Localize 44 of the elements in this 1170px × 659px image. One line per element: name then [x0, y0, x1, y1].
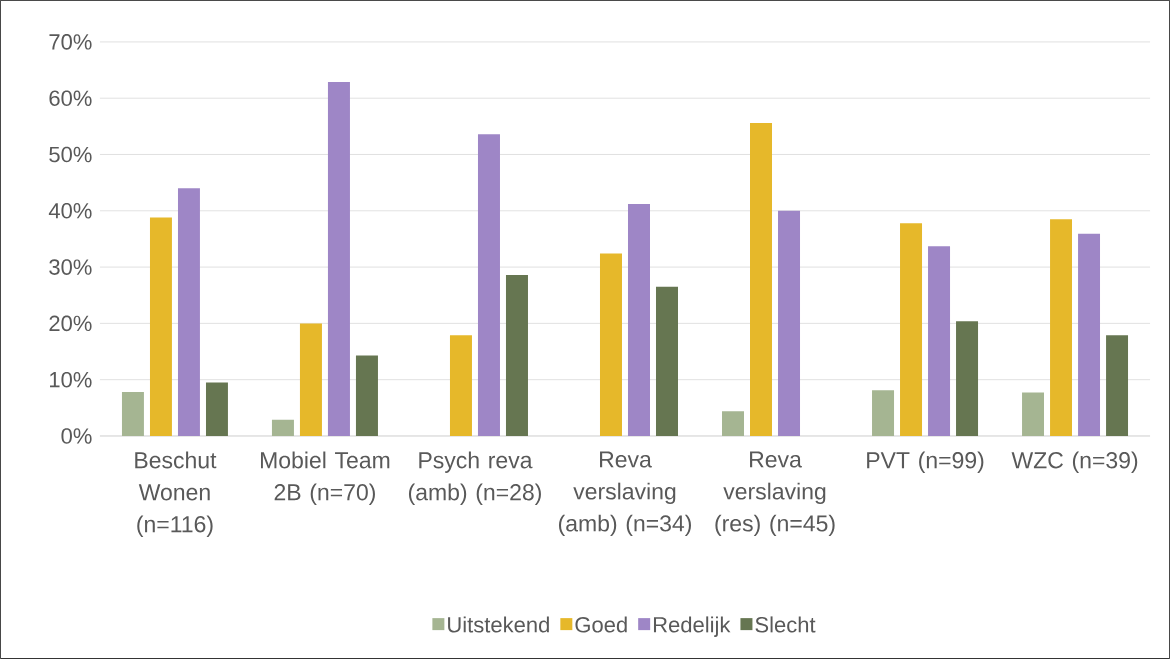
y-tick-label: 40% — [48, 203, 92, 219]
x-tick-label: WZC (n=39) — [1011, 451, 1138, 473]
bar — [956, 321, 979, 437]
legend-label: Goed — [575, 616, 627, 633]
y-tick-label: 0% — [61, 428, 92, 444]
bar — [900, 223, 923, 437]
bar — [477, 134, 500, 437]
x-tick-label: Psych reva (amb) (n=28) — [408, 451, 541, 505]
bar — [355, 355, 378, 437]
y-tick-label: 10% — [50, 371, 92, 388]
bar — [872, 390, 895, 437]
y-tick-label: 50% — [49, 146, 92, 163]
y-tick-label: 60% — [49, 90, 92, 107]
y-tick-label: 30% — [49, 259, 92, 275]
bar — [722, 411, 745, 437]
x-tick-label: Reva verslaving (amb) (n=34) — [558, 451, 691, 537]
x-tick-label: Reva verslaving (res) (n=45) — [715, 451, 835, 537]
x-tick-label: Beschut Wonen (n=116) — [135, 451, 217, 537]
bar — [299, 323, 322, 437]
bar — [778, 210, 801, 437]
bar — [1050, 219, 1073, 437]
y-tick-label: 20% — [49, 315, 92, 332]
x-tick-label: Mobiel Team 2B (n=70) — [260, 451, 390, 505]
bar — [599, 253, 622, 437]
bar — [928, 246, 951, 437]
bar — [750, 123, 773, 437]
bar — [627, 204, 650, 437]
bar — [121, 392, 144, 437]
bar — [271, 419, 294, 437]
x-tick-label: PVT (n=99) — [867, 451, 984, 473]
bar — [149, 217, 172, 437]
bar — [1106, 335, 1129, 437]
bar — [177, 188, 200, 437]
legend-label: Slecht — [755, 616, 816, 633]
bar — [205, 382, 228, 437]
legend-label: Redelijk — [653, 616, 731, 637]
bar — [327, 81, 350, 437]
legend-label: Uitstekend — [448, 616, 549, 633]
bar — [1022, 392, 1045, 437]
bar — [656, 286, 678, 437]
bar — [505, 275, 528, 437]
bar — [449, 335, 472, 437]
bar — [1078, 233, 1101, 437]
y-tick-label: 70% — [49, 34, 92, 50]
